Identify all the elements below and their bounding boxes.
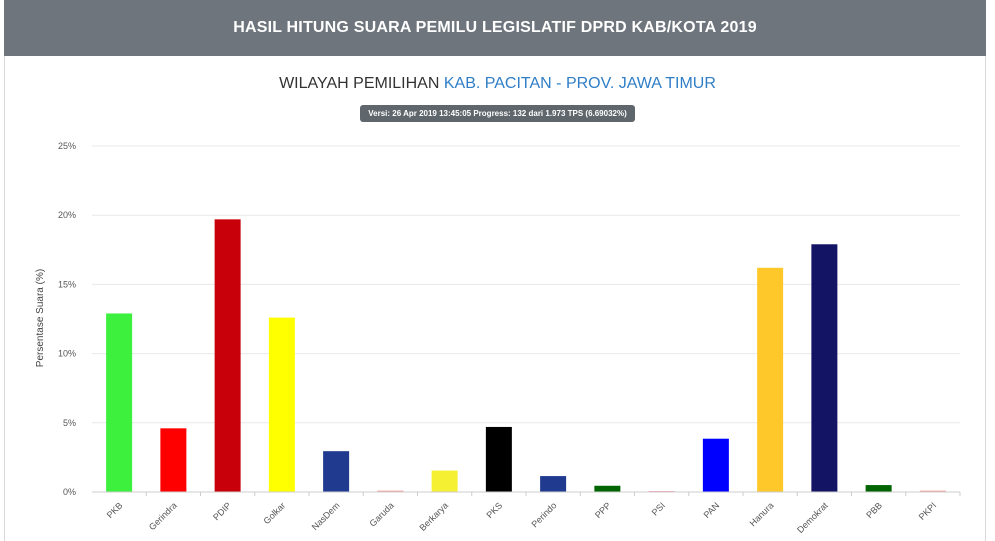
x-tick-label: Berkarya — [418, 500, 451, 533]
chart-bars — [106, 219, 946, 493]
version-badge-wrap: Versi: 26 Apr 2019 13:45:05 Progress: 13… — [0, 103, 995, 122]
x-tick-label: Hanura — [748, 500, 776, 528]
x-tick-label: NasDem — [310, 500, 342, 532]
y-axis-label: Persentase Suara (%) — [35, 269, 46, 367]
bar-pdip[interactable] — [214, 219, 241, 493]
bar-perindo[interactable] — [540, 476, 567, 492]
bar-berkarya[interactable] — [431, 470, 458, 492]
x-tick-label: Garuda — [367, 500, 395, 528]
subtitle-region-link[interactable]: KAB. PACITAN - PROV. JAWA TIMUR — [443, 75, 716, 92]
x-tick-label: PKB — [105, 500, 125, 520]
x-tick-label: PAN — [702, 500, 722, 520]
bar-demokrat[interactable] — [811, 244, 838, 492]
x-tick-label: PPP — [593, 500, 613, 520]
x-tick-label: PDIP — [211, 500, 233, 522]
x-axis-ticks: PKB Gerindra PDIP Golkar NasDem Garuda Berkary… — [105, 492, 961, 535]
y-tick-label: 10% — [58, 349, 76, 359]
y-tick-label: 25% — [58, 141, 76, 151]
bar-nasdem[interactable] — [323, 451, 350, 492]
bar-pan[interactable] — [702, 438, 729, 492]
y-tick-label: 0% — [63, 487, 76, 497]
x-tick-label: PKPI — [917, 500, 939, 522]
bar-ppp[interactable] — [594, 485, 621, 492]
panel-frame — [4, 0, 986, 541]
bar-pbb[interactable] — [865, 485, 892, 492]
y-tick-label: 20% — [58, 210, 76, 220]
bar-gerindra[interactable] — [160, 428, 187, 492]
y-axis-ticks: 0% 5% 10% 15% 20% 25% — [58, 141, 76, 497]
bar-pks[interactable] — [485, 426, 512, 492]
panel-header: HASIL HITUNG SUARA PEMILU LEGISLATIF DPR… — [4, 0, 986, 56]
subtitle-prefix: WILAYAH PEMILIHAN — [279, 75, 440, 92]
bar-golkar[interactable] — [268, 317, 295, 492]
x-tick-label: Demokrat — [795, 500, 830, 535]
bar-hanura[interactable] — [757, 267, 784, 492]
chart-subtitle: WILAYAH PEMILIHAN KAB. PACITAN - PROV. J… — [0, 75, 995, 93]
bar-pkb[interactable] — [106, 313, 133, 492]
bar-garuda[interactable] — [377, 490, 404, 492]
x-tick-label: PSI — [650, 500, 667, 517]
x-tick-label: PBB — [864, 500, 884, 520]
version-badge: Versi: 26 Apr 2019 13:45:05 Progress: 13… — [360, 105, 635, 122]
y-tick-label: 5% — [63, 418, 76, 428]
x-tick-label: Perindo — [530, 500, 559, 529]
y-tick-label: 15% — [58, 279, 76, 289]
x-tick-label: PKS — [484, 500, 504, 520]
bar-pkpi[interactable] — [919, 490, 946, 492]
x-tick-label: Gerindra — [147, 500, 179, 532]
header-title: HASIL HITUNG SUARA PEMILU LEGISLATIF DPR… — [233, 19, 757, 36]
x-tick-label: Golkar — [261, 500, 287, 526]
